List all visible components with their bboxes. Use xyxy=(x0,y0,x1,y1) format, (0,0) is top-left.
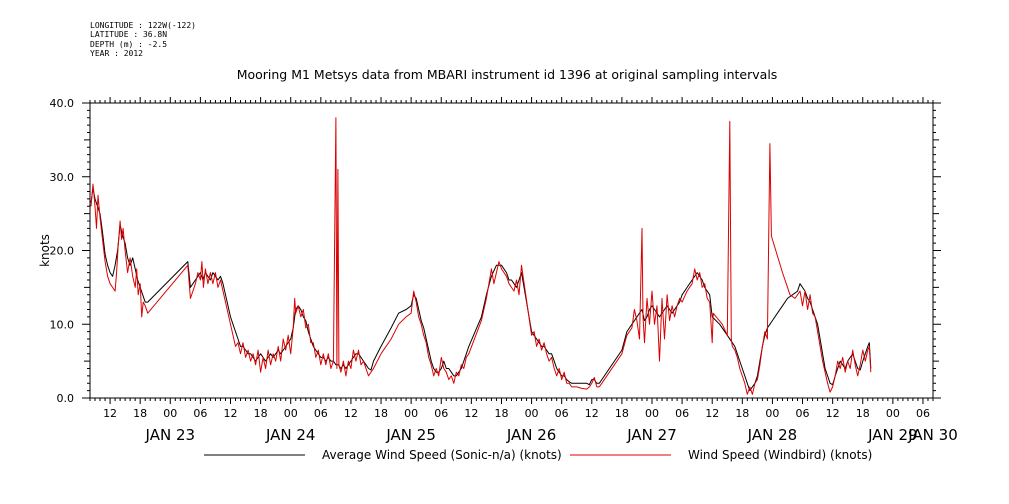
x-day-label: JAN 28 xyxy=(747,426,798,444)
x-tick-label: 12 xyxy=(344,407,358,420)
longitude-text: LONGITUDE : 122W(-122) xyxy=(90,21,196,30)
x-tick-label: 00 xyxy=(163,407,177,420)
x-tick-label: 12 xyxy=(103,407,117,420)
series-line-wind-speed-windbird xyxy=(90,117,872,395)
x-tick-label: 18 xyxy=(133,407,147,420)
x-tick-label: 00 xyxy=(645,407,659,420)
y-tick-label: 0.0 xyxy=(57,392,75,405)
latitude-text: LATITUDE : 36.8N xyxy=(90,30,168,40)
x-day-label: JAN 26 xyxy=(506,426,557,444)
y-tick-label: 30.0 xyxy=(50,171,75,184)
x-tick-label: 06 xyxy=(314,407,328,420)
x-tick-label: 12 xyxy=(464,407,478,420)
x-day-label: JAN 27 xyxy=(626,426,677,444)
x-tick-label: 18 xyxy=(856,407,870,420)
x-day-label: JAN 29 xyxy=(867,426,918,444)
x-tick-label: 00 xyxy=(525,407,539,420)
x-tick-label: 12 xyxy=(224,407,238,420)
x-tick-label: 18 xyxy=(254,407,268,420)
x-tick-label: 12 xyxy=(585,407,599,420)
legend: Average Wind Speed (Sonic-n/a) (knots) Wi… xyxy=(204,448,872,462)
x-day-label: JAN 24 xyxy=(265,426,316,444)
x-tick-label: 18 xyxy=(615,407,629,420)
x-tick-label: 00 xyxy=(886,407,900,420)
x-tick-label: 06 xyxy=(796,407,810,420)
y-axis-label: knots xyxy=(38,234,52,267)
x-tick-label: 06 xyxy=(675,407,689,420)
chart-title: Mooring M1 Metsys data from MBARI instru… xyxy=(236,67,778,82)
x-tick-label: 06 xyxy=(916,407,930,420)
x-tick-label: 12 xyxy=(705,407,719,420)
legend-label-average: Average Wind Speed (Sonic-n/a) (knots) xyxy=(322,448,562,462)
x-tick-label: 00 xyxy=(765,407,779,420)
x-tick-label: 00 xyxy=(404,407,418,420)
year-text: YEAR : 2012 xyxy=(90,48,143,58)
y-tick-label: 20.0 xyxy=(50,245,75,258)
x-tick-label: 18 xyxy=(735,407,749,420)
x-tick-label: 06 xyxy=(434,407,448,420)
depth-text: DEPTH (m) : -2.5 xyxy=(90,39,168,49)
x-tick-label: 06 xyxy=(193,407,207,420)
y-tick-label: 10.0 xyxy=(50,318,75,331)
legend-label-windbird: Wind Speed (Windbird) (knots) xyxy=(688,448,872,462)
y-tick-label: 40.0 xyxy=(50,97,75,110)
metadata-block: LONGITUDE : 122W(-122) LATITUDE : 36.8N … xyxy=(90,21,196,58)
x-day-label: JAN 30 xyxy=(907,426,958,444)
axes-group: 12 18 00 06 12 18 00 06 12 18 00 06 12 18 00 06 12 18 00 06… xyxy=(38,97,958,444)
x-tick-label: 12 xyxy=(826,407,840,420)
x-day-label: JAN 23 xyxy=(145,426,196,444)
x-tick-label: 06 xyxy=(555,407,569,420)
plot-frame xyxy=(89,102,934,399)
series-line-average-wind-speed xyxy=(90,187,872,392)
series-layer xyxy=(90,117,872,395)
x-tick-label: 00 xyxy=(284,407,298,420)
x-tick-label: 18 xyxy=(494,407,508,420)
x-day-label: JAN 25 xyxy=(385,426,436,444)
x-tick-label: 18 xyxy=(374,407,388,420)
